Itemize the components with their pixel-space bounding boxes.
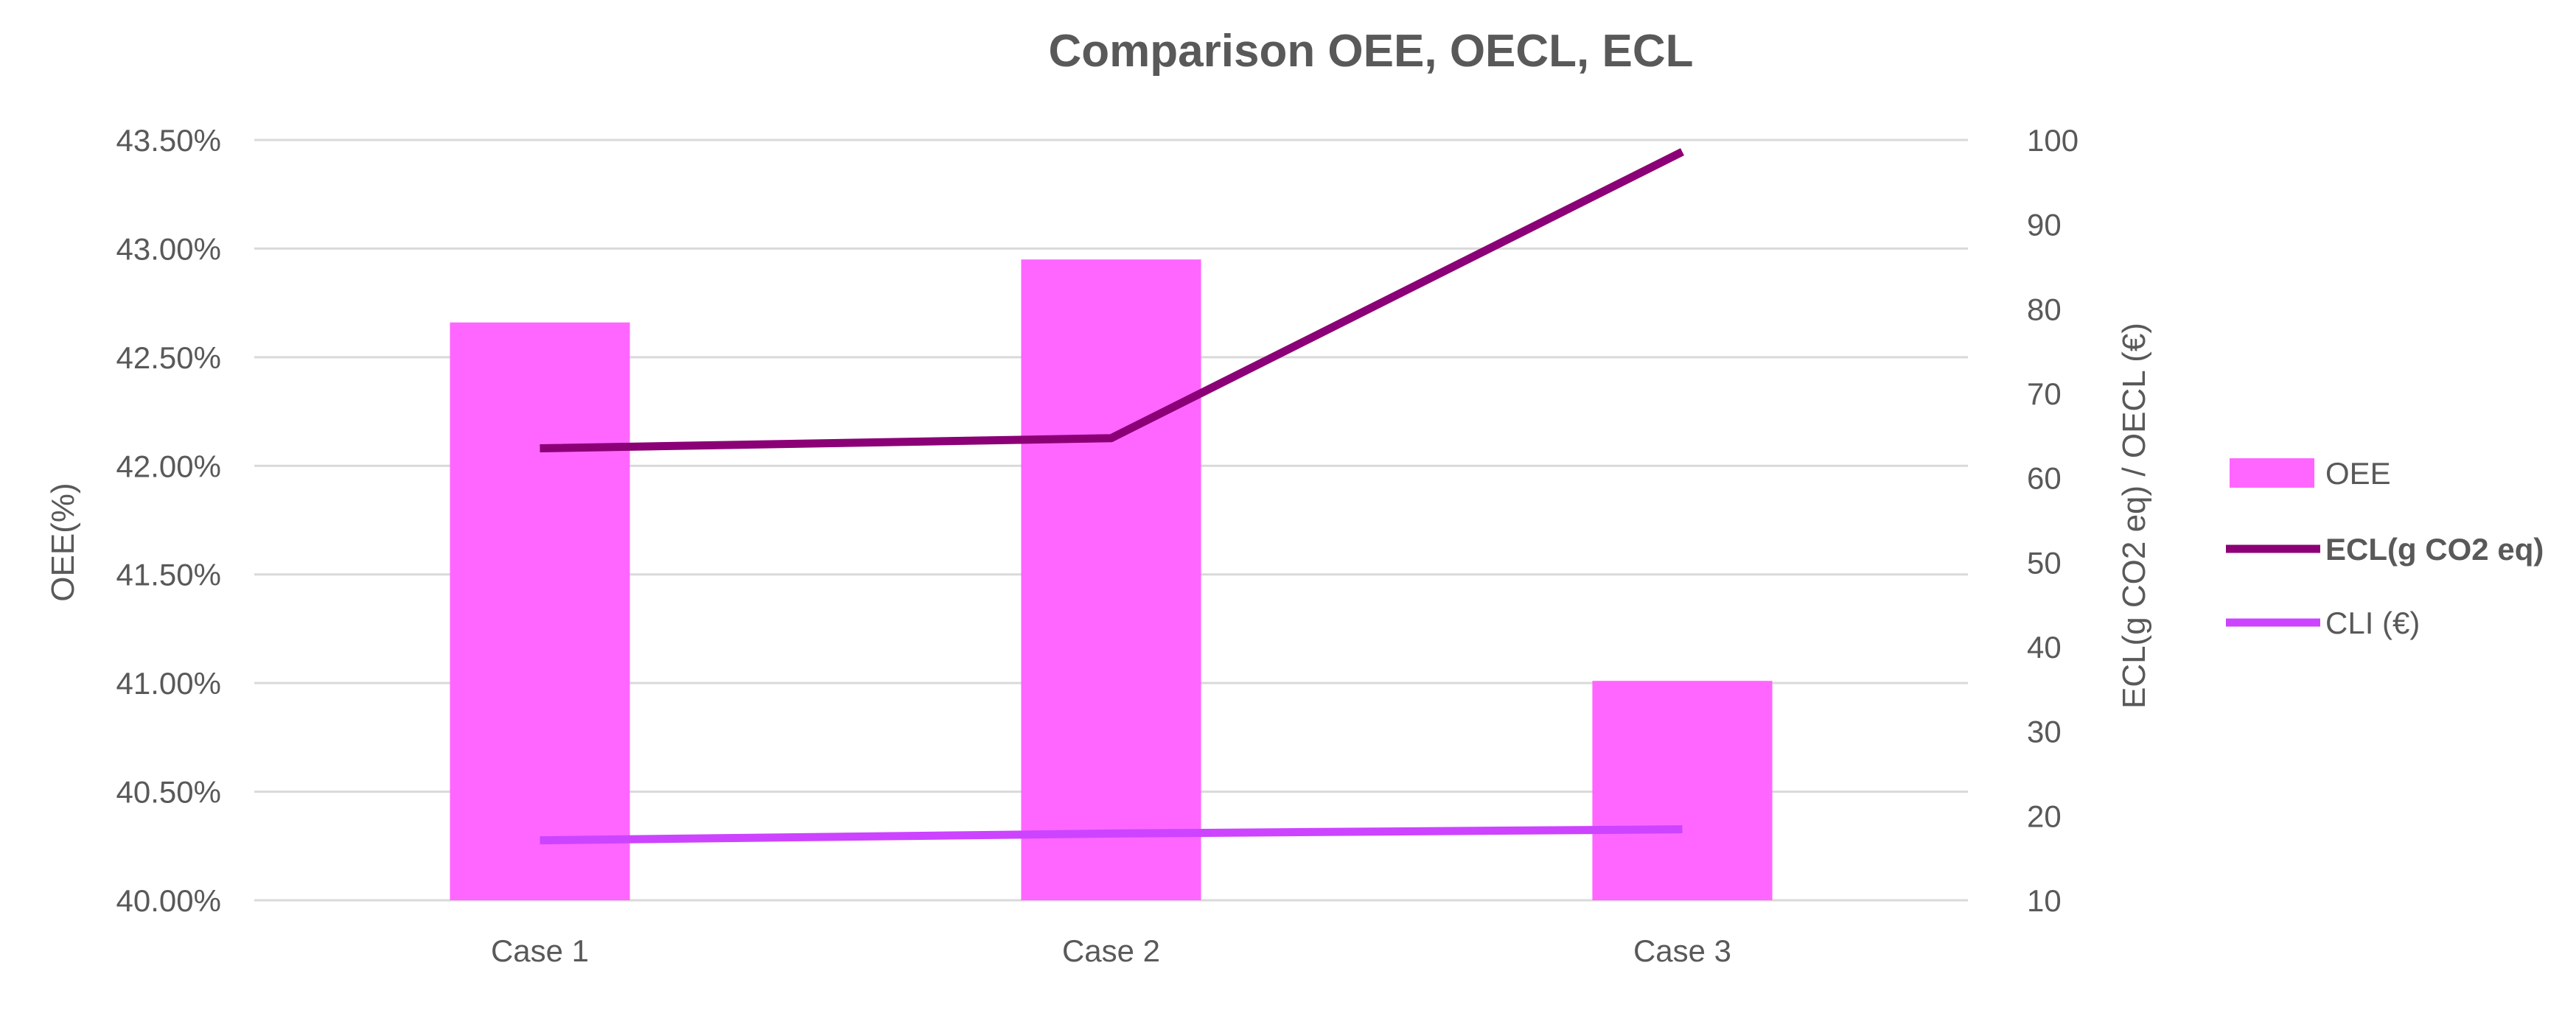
left-axis-tick-labels: 40.00% 40.50% 41.00% 41.50% 42.00% 42.50% 43.0… bbox=[116, 123, 221, 918]
x-tick-label: Case 2 bbox=[1062, 933, 1160, 968]
left-tick-label: 40.00% bbox=[116, 883, 221, 918]
chart-title: Comparison OEE, OECL, ECL bbox=[1049, 26, 1694, 77]
left-tick-label: 43.50% bbox=[116, 123, 221, 158]
right-tick-label: 70 bbox=[2027, 376, 2062, 411]
line-series-1 bbox=[540, 825, 1683, 845]
line-series-0 bbox=[540, 148, 1684, 453]
left-tick-label: 41.50% bbox=[116, 558, 221, 592]
left-tick-label: 42.50% bbox=[116, 340, 221, 375]
right-tick-label: 90 bbox=[2027, 208, 2062, 242]
bar-series-oee bbox=[450, 259, 1773, 901]
bar-oee bbox=[1021, 259, 1201, 901]
right-tick-label: 100 bbox=[2027, 123, 2078, 158]
legend-label: CLI (€) bbox=[2325, 606, 2420, 640]
right-axis-label: ECL(g CO2 eq) / OECL (€) bbox=[2116, 323, 2152, 709]
left-tick-label: 42.00% bbox=[116, 449, 221, 483]
right-tick-label: 50 bbox=[2027, 545, 2062, 580]
bar-oee bbox=[450, 322, 630, 900]
bar-oee bbox=[1592, 681, 1773, 900]
left-tick-label: 41.00% bbox=[116, 666, 221, 701]
left-tick-label: 43.00% bbox=[116, 231, 221, 266]
x-tick-label: Case 1 bbox=[491, 933, 589, 968]
x-axis-tick-labels: Case 1 Case 2 Case 3 bbox=[491, 933, 1731, 968]
left-axis-label: OEE(%) bbox=[45, 483, 81, 601]
right-tick-label: 30 bbox=[2027, 715, 2062, 749]
legend-label: ECL(g CO2 eq) bbox=[2325, 532, 2544, 567]
legend-label: OEE bbox=[2325, 456, 2391, 491]
right-tick-label: 80 bbox=[2027, 292, 2062, 326]
right-tick-label: 10 bbox=[2027, 883, 2062, 918]
right-axis-tick-labels: 10 20 30 40 50 60 70 80 90 100 bbox=[2027, 123, 2078, 918]
left-tick-label: 40.50% bbox=[116, 775, 221, 810]
legend-swatch-oee bbox=[2230, 458, 2314, 488]
x-tick-label: Case 3 bbox=[1633, 933, 1731, 968]
right-tick-label: 60 bbox=[2027, 461, 2062, 496]
right-tick-label: 40 bbox=[2027, 630, 2062, 665]
right-tick-label: 20 bbox=[2027, 799, 2062, 833]
legend: OEE ECL(g CO2 eq) CLI (€) bbox=[2226, 456, 2544, 640]
line-series bbox=[540, 148, 1684, 845]
